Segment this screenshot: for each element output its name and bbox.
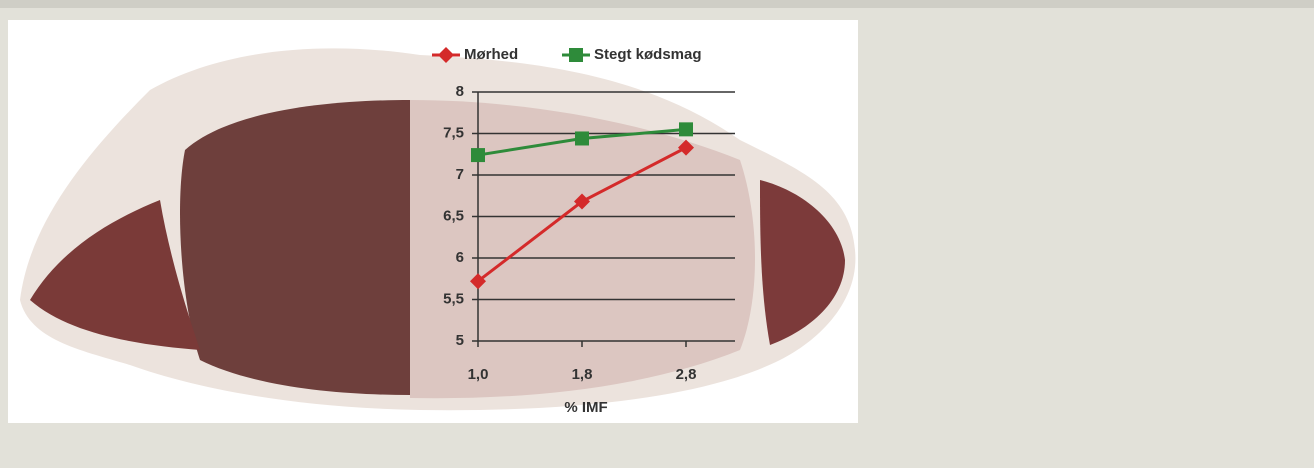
x-tick-label: 1,0 bbox=[468, 366, 489, 383]
x-tick-label: 2,8 bbox=[676, 366, 697, 383]
y-tick-label: 6 bbox=[456, 249, 464, 266]
point bbox=[679, 122, 693, 136]
legend-label: Stegt kødsmag bbox=[594, 46, 702, 63]
y-tick-label: 6,5 bbox=[443, 207, 464, 224]
point bbox=[569, 48, 583, 62]
top-band bbox=[0, 0, 1314, 8]
y-tick-label: 8 bbox=[456, 83, 464, 100]
x-tick-label: 1,8 bbox=[572, 366, 593, 383]
lean-left bbox=[180, 100, 410, 395]
page: % IMF 5 5,5 6 6,5 7 7,5 8 1,0 1,8 2,8 Mørhed Stegt … bbox=[0, 0, 1314, 468]
point bbox=[471, 148, 485, 162]
y-tick-label: 7 bbox=[456, 166, 464, 183]
y-tick-label: 5,5 bbox=[443, 290, 464, 307]
y-tick-label: 7,5 bbox=[443, 124, 464, 141]
legend-label: Mørhed bbox=[464, 46, 518, 63]
x-axis-label: % IMF bbox=[564, 399, 607, 416]
point bbox=[575, 131, 589, 145]
y-tick-label: 5 bbox=[456, 332, 464, 349]
